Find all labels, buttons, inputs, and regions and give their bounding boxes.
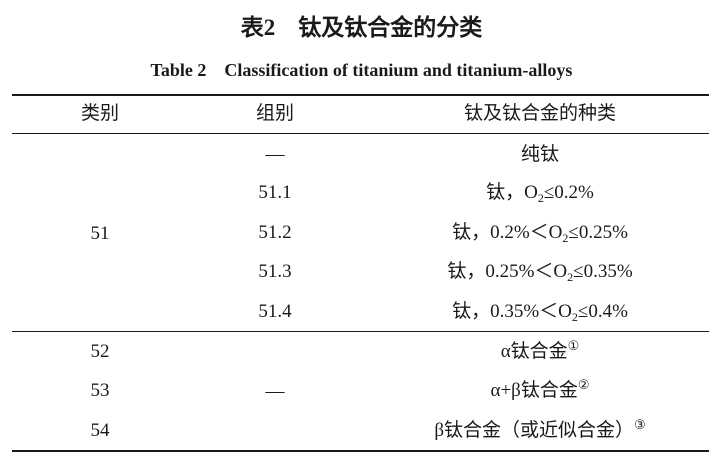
header-category: 类别 [80,103,119,124]
table-title-cn: 表2 钛及钛合金的分类 [240,15,483,40]
type-pre: 钛，0.2%＜O [452,222,563,243]
type-sub: 2 [567,270,574,284]
header-type: 钛及钛合金的种类 [463,103,616,124]
type-sub: 2 [537,191,544,205]
type-pre: 钛，O [486,182,538,203]
type-post: ≤0.35% [573,261,633,282]
bottom-rule [12,450,709,452]
type-cell: 钛，0.35%＜O2≤0.4% [390,300,690,324]
section-rule [12,331,709,332]
table-title-en: Table 2 Classification of titanium and t… [150,60,573,80]
type-post: ≤0.4% [577,301,628,322]
type-pre: 钛，0.25%＜O [447,261,568,282]
top-rule [12,94,709,96]
group-cell: — [265,144,285,165]
type-pre: α钛合金 [500,341,568,362]
group-dash: — [265,381,285,402]
type-sup: ② [577,377,590,392]
category-cell: 52 [90,341,110,362]
type-pre: α+β钛合金 [490,380,578,401]
group-cell: 51.2 [258,222,292,243]
type-pre: 钛，0.35%＜O [452,301,572,322]
category-cell: 53 [90,380,110,401]
type-sub: 2 [562,231,569,245]
type-cell: 钛，0.2%＜O2≤0.25% [390,221,690,245]
type-cell: α钛合金① [390,338,690,364]
type-pre: 纯钛 [520,144,559,165]
type-post: ≤0.2% [543,182,594,203]
type-cell: β钛合金（或近似合金）③ [390,417,690,443]
type-cell: 钛，O2≤0.2% [390,181,690,205]
group-cell: 51.3 [258,261,292,282]
type-pre: β钛合金（或近似合金） [434,420,634,441]
header-rule [12,133,709,134]
group-cell: 51.4 [258,301,292,322]
type-cell: 纯钛 [390,143,690,167]
type-post: ≤0.25% [568,222,628,243]
type-cell: α+β钛合金② [390,377,690,403]
type-sub: 2 [571,310,578,324]
type-cell: 钛，0.25%＜O2≤0.35% [390,260,690,284]
header-group: 组别 [255,103,294,124]
group-cell: 51.1 [258,182,292,203]
category-51: 51 [90,223,110,244]
category-cell: 54 [90,420,110,441]
type-sup: ③ [634,417,646,432]
type-sup: ① [567,338,580,353]
